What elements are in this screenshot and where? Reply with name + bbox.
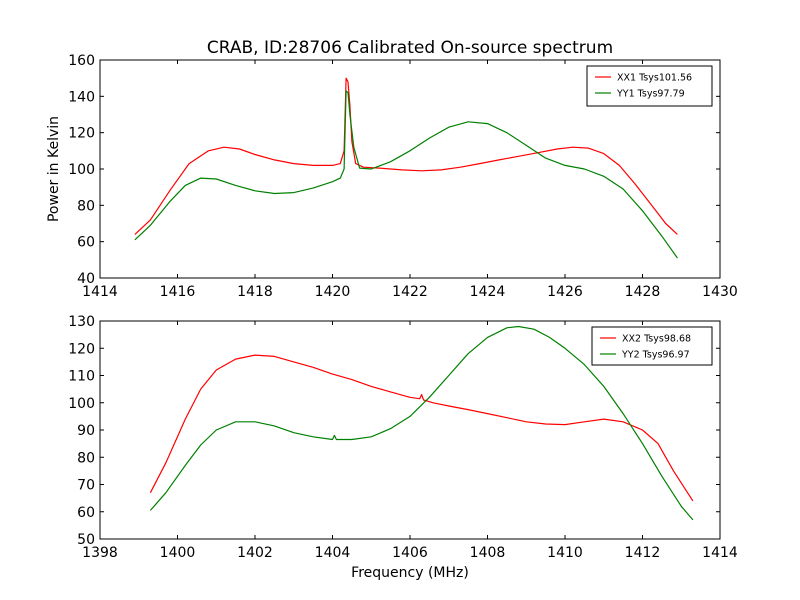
y-tick-label: 60 — [77, 235, 95, 251]
y-tick-label: 50 — [77, 532, 95, 548]
x-tick-label: 1402 — [237, 545, 273, 561]
legend-box — [586, 65, 713, 107]
bottom-panel: 1398 1400 1402 1404 1406 1408 1410 1412 1414 50 60… — [68, 314, 738, 581]
x-tick-label: 1420 — [315, 284, 351, 300]
series-line-1-1 — [134, 77, 678, 235]
y-tick-label: 100 — [68, 162, 95, 178]
y-axis-label: Power in Kelvin — [46, 116, 62, 222]
y-tick-label: 140 — [68, 89, 95, 105]
x-tick-label: 1404 — [315, 545, 351, 561]
figure-title: CRAB, ID:28706 Calibrated On-source spec… — [207, 38, 613, 58]
legend-box — [591, 326, 713, 366]
y-tick-label: 90 — [77, 423, 95, 439]
x-tick-label: 1400 — [160, 545, 196, 561]
x-tick-label: 1428 — [625, 284, 661, 300]
series-line-1-2 — [134, 90, 678, 259]
legend-label: XX2 Tsys98.68 — [622, 334, 691, 345]
x-tick-label: 1398 — [82, 545, 118, 561]
x-tick-label: 1426 — [547, 284, 583, 300]
x-tick-label: 1416 — [160, 284, 196, 300]
x-axis-label: Frequency (MHz) — [351, 565, 469, 581]
y-tick-label: 60 — [77, 505, 95, 521]
x-tick-label: 1422 — [392, 284, 428, 300]
y-tick-label: 160 — [68, 53, 95, 69]
y-tick-label: 80 — [77, 198, 95, 214]
series-line-2-1 — [149, 354, 694, 502]
legend: XX1 Tsys101.56 YY1 Tsys97.79 — [586, 65, 713, 107]
x-tick-label: 1424 — [470, 284, 506, 300]
legend-label: YY2 Tsys96.97 — [621, 350, 690, 361]
y-tick-label: 110 — [68, 369, 95, 385]
x-tick-label: 1412 — [625, 545, 661, 561]
x-tick-label: 1414 — [702, 545, 738, 561]
x-tick-label: 1418 — [237, 284, 273, 300]
x-tick-label: 1408 — [470, 545, 506, 561]
top-panel: 1414 1416 1418 1420 1422 1424 1426 1428 1430 40 60… — [46, 53, 738, 300]
x-tick-label: 1406 — [392, 545, 428, 561]
legend-label: XX1 Tsys101.56 — [617, 73, 692, 84]
x-tick-label: 1430 — [702, 284, 738, 300]
y-tick-label: 70 — [77, 478, 95, 494]
x-tick-label: 1410 — [547, 545, 583, 561]
y-tick-label: 100 — [68, 396, 95, 412]
y-tick-label: 120 — [68, 341, 95, 357]
y-tick-label: 130 — [68, 314, 95, 330]
x-tick-label: 1414 — [82, 284, 118, 300]
legend: XX2 Tsys98.68 YY2 Tsys96.97 — [591, 326, 713, 366]
legend-label: YY1 Tsys97.79 — [616, 89, 685, 100]
y-tick-label: 120 — [68, 126, 95, 142]
y-tick-label: 80 — [77, 450, 95, 466]
y-tick-label: 40 — [77, 271, 95, 287]
series-line-2-2 — [149, 325, 694, 521]
